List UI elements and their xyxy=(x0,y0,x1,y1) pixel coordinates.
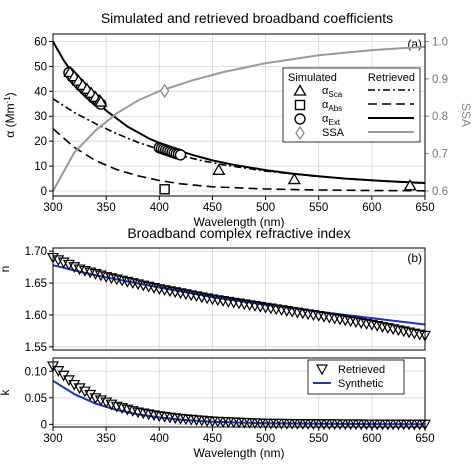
panel-b-data-point xyxy=(100,397,113,409)
panel-a-data-point xyxy=(287,172,301,185)
panel-a-data-point xyxy=(174,149,187,161)
panel-a-right-tick-label: 0.6 xyxy=(432,186,448,198)
panel-a-legend-symbol xyxy=(294,113,306,125)
panel-a-legend-symbol xyxy=(294,99,306,111)
panel-b-x-tick-label: 450 xyxy=(203,433,222,445)
panel-b-data-point xyxy=(62,259,75,271)
panel-a-legend-symbol xyxy=(293,84,307,96)
panel-b-n-tick-label: 1.55 xyxy=(25,342,47,354)
panel-b-legend-symbol xyxy=(315,364,329,376)
panel-b-n-tick-label: 1.70 xyxy=(25,246,47,258)
panel-b-n-tick-label: 1.60 xyxy=(25,310,47,322)
panel-b-data-point xyxy=(105,399,118,411)
panel-b-x-tick-label: 400 xyxy=(150,433,169,445)
panel-b-series-line xyxy=(52,379,426,426)
panel-b-data-point xyxy=(78,386,91,398)
panel-a-legend-header: Retrieved xyxy=(368,72,415,84)
panel-a-right-tick-label: 0.8 xyxy=(432,111,448,123)
panel-a-right-axis-label: SSA xyxy=(459,103,473,127)
panel-a-data-point xyxy=(159,83,170,98)
panel-a-x-tick-label: 350 xyxy=(97,202,116,214)
panel-b-x-tick-label: 550 xyxy=(309,433,328,445)
panel-b-x-tick-label: 350 xyxy=(97,433,116,445)
panel-a-x-tick-label: 650 xyxy=(415,202,434,214)
panel-b-k-frame xyxy=(52,357,426,428)
panel-a-series-line xyxy=(52,45,426,192)
panel-b-data-point xyxy=(94,395,107,407)
panel-b-x-tick-label: 300 xyxy=(43,433,62,445)
panel-a-legend-header: Simulated xyxy=(288,72,337,84)
panel-a-x-tick-label: 300 xyxy=(43,202,62,214)
panel-b-legend-label: Synthetic xyxy=(338,378,384,390)
panel-b-n-tick-label: 1.65 xyxy=(25,278,47,290)
panel-b-data-point xyxy=(73,383,86,395)
panel-a-data-point xyxy=(94,95,108,107)
panel-b-k-axis-label: k xyxy=(0,389,12,396)
panel-a-right-tick-label: 0.7 xyxy=(432,149,448,161)
panel-b-legend-box xyxy=(307,359,405,395)
panel-a-data-point xyxy=(159,184,170,195)
panel-b-title: Broadband complex refractive index xyxy=(127,225,350,241)
panel-a-right-tick-label: 1.0 xyxy=(432,36,448,48)
panel-b-x-tick-label: 500 xyxy=(256,433,275,445)
panel-a-x-tick-label: 600 xyxy=(362,202,381,214)
panel-b-x-tick-label: 650 xyxy=(415,433,434,445)
panel-b: Broadband complex refractive index 300 350… xyxy=(0,225,435,460)
panel-a-legend-label: αExt xyxy=(322,113,341,127)
panel-b-legend-label: Retrieved xyxy=(338,364,385,376)
panel-a-legend-box xyxy=(282,67,421,143)
panel-a-right-tick-label: 0.9 xyxy=(432,74,448,86)
panel-b-data-point xyxy=(68,262,81,273)
panel-b-tag: (b) xyxy=(407,251,422,265)
panel-b-legend: Retrieved Synthetic xyxy=(307,359,405,395)
panel-a-y-tick-label: 50 xyxy=(34,61,47,73)
panel-a-y-tick-label: 0 xyxy=(41,186,47,198)
panel-b-k-tick-label: 0.05 xyxy=(25,393,47,405)
panel-a-data-point xyxy=(212,163,226,175)
panel-a-x-tick-label: 450 xyxy=(203,202,222,214)
panel-b-data-point xyxy=(57,257,70,269)
panel-a: Simulated and retrieved broadband coeffi… xyxy=(3,10,473,229)
panel-b-data-point xyxy=(52,255,65,267)
panel-a-y-tick-label: 20 xyxy=(34,136,47,148)
panel-a-title: Simulated and retrieved broadband coeffi… xyxy=(101,10,393,26)
panel-a-tag: (a) xyxy=(407,37,422,51)
panel-a-legend-symbol xyxy=(295,125,305,141)
panel-b-k-tick-label: 0.10 xyxy=(25,366,47,378)
panel-a-x-axis-label: Wavelength (nm) xyxy=(194,215,285,229)
panel-a-x-tick-label: 550 xyxy=(309,202,328,214)
panel-a-x-tick-label: 500 xyxy=(256,202,275,214)
panel-b-data-point xyxy=(84,389,97,401)
panel-a-legend-label: SSA xyxy=(322,127,345,139)
panel-b-x-tick-label: 600 xyxy=(362,433,381,445)
panel-a-y-axis-label: α (Mm-1) xyxy=(3,92,17,137)
panel-b-data-point xyxy=(68,379,81,391)
panel-b-k-tick-label: 0 xyxy=(41,419,47,431)
panel-b-n-frame xyxy=(52,247,426,351)
panel-a-legend-label: αAbs xyxy=(322,99,342,113)
panel-a-y-tick-label: 40 xyxy=(34,86,47,98)
panel-a-frame xyxy=(52,33,426,197)
panel-a-y-tick-label: 60 xyxy=(34,36,47,48)
panel-a-legend-label: αSca xyxy=(322,85,343,99)
panel-a-x-tick-label: 400 xyxy=(150,202,169,214)
panel-a-series-line xyxy=(52,128,426,192)
panel-b-data-point xyxy=(89,393,102,405)
panel-a-data-point xyxy=(403,178,417,191)
panel-b-n-axis-label: n xyxy=(0,266,12,273)
panel-a-y-tick-label: 10 xyxy=(34,161,47,173)
panel-a-y-tick-label: 30 xyxy=(34,111,47,123)
panel-b-x-axis-label: Wavelength (nm) xyxy=(194,446,285,460)
